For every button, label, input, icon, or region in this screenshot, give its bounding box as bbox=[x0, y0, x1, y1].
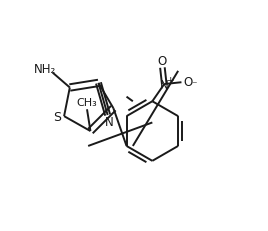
Text: N: N bbox=[105, 116, 113, 128]
Text: O: O bbox=[184, 76, 193, 89]
Text: ⁻: ⁻ bbox=[192, 80, 197, 90]
Text: +: + bbox=[166, 76, 174, 85]
Text: NH₂: NH₂ bbox=[34, 63, 56, 76]
Text: N: N bbox=[160, 78, 169, 91]
Text: S: S bbox=[53, 110, 61, 123]
Text: O: O bbox=[158, 55, 167, 68]
Text: CH₃: CH₃ bbox=[77, 97, 97, 107]
